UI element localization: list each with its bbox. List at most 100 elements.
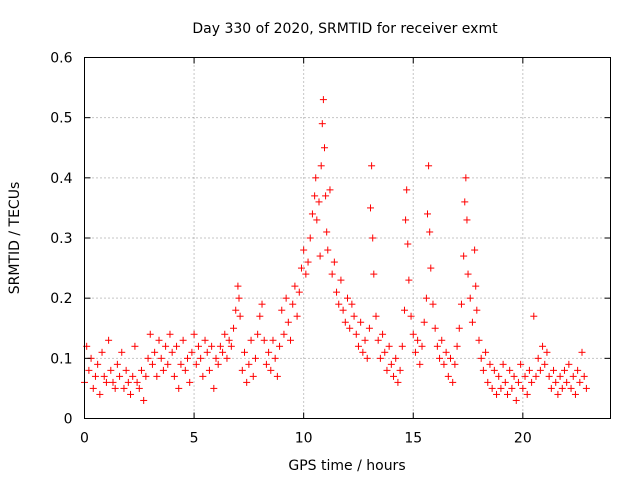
data-point — [308, 210, 316, 218]
data-point — [357, 318, 365, 326]
data-point — [506, 366, 514, 374]
data-point — [328, 270, 336, 278]
data-point — [508, 384, 516, 392]
data-point — [188, 348, 196, 356]
data-point — [554, 390, 562, 398]
data-point — [203, 348, 211, 356]
data-point — [245, 360, 253, 368]
data-point — [105, 336, 113, 344]
data-point — [420, 318, 428, 326]
data-point — [350, 312, 358, 320]
data-point — [157, 354, 165, 362]
data-point — [372, 312, 380, 320]
data-point — [484, 378, 492, 386]
data-point — [295, 288, 303, 296]
data-point — [287, 336, 295, 344]
data-point — [367, 204, 375, 212]
data-point — [525, 366, 533, 374]
data-point — [278, 306, 286, 314]
data-point — [100, 372, 108, 380]
data-point — [107, 366, 115, 374]
data-point — [556, 372, 564, 380]
data-point — [523, 390, 531, 398]
data-point — [385, 342, 393, 350]
data-point — [379, 330, 387, 338]
data-point — [471, 246, 479, 254]
data-point — [404, 240, 412, 248]
data-point — [427, 264, 435, 272]
y-tick-label: 0.6 — [50, 51, 72, 67]
data-point — [199, 372, 207, 380]
data-point — [521, 372, 529, 380]
data-point — [510, 372, 518, 380]
data-point — [447, 354, 455, 362]
x-tick-label: 10 — [295, 431, 313, 447]
data-point — [302, 270, 310, 278]
data-point — [519, 384, 527, 392]
data-point — [304, 258, 312, 266]
data-point — [528, 378, 536, 386]
data-point — [208, 342, 216, 350]
x-tick-label: 15 — [404, 431, 422, 447]
data-point — [316, 252, 324, 260]
data-point — [381, 348, 389, 356]
data-point — [330, 258, 338, 266]
data-point — [335, 300, 343, 308]
data-point — [387, 360, 395, 368]
data-point — [365, 324, 373, 332]
data-point — [479, 366, 487, 374]
data-point — [137, 366, 145, 374]
data-point — [545, 372, 553, 380]
data-point — [284, 318, 292, 326]
data-point — [348, 300, 356, 308]
data-point — [405, 276, 413, 284]
data-point — [333, 288, 341, 296]
data-point — [324, 246, 332, 254]
data-point — [177, 360, 185, 368]
data-point — [269, 336, 277, 344]
data-point — [249, 372, 257, 380]
data-points — [81, 96, 590, 404]
data-point — [159, 366, 167, 374]
data-point — [323, 228, 331, 236]
data-point — [423, 210, 431, 218]
x-tick-label: 5 — [190, 431, 199, 447]
y-tick-label: 0.2 — [50, 291, 72, 307]
data-point — [414, 336, 422, 344]
data-point — [109, 378, 117, 386]
data-point — [326, 186, 334, 194]
data-point — [238, 366, 246, 374]
data-point — [497, 384, 505, 392]
data-point — [214, 360, 222, 368]
data-point — [580, 372, 588, 380]
data-point — [184, 354, 192, 362]
data-point — [567, 384, 575, 392]
x-tick-label: 20 — [514, 431, 532, 447]
data-point — [477, 354, 485, 362]
x-axis-label: GPS time / hours — [288, 458, 405, 474]
data-point — [426, 228, 434, 236]
data-point — [232, 306, 240, 314]
data-point — [541, 360, 549, 368]
data-point — [512, 396, 520, 404]
data-point — [318, 120, 326, 128]
data-point — [341, 318, 349, 326]
data-point — [102, 378, 110, 386]
data-point — [258, 300, 266, 308]
data-point — [91, 372, 99, 380]
chart-title: Day 330 of 2020, SRMTID for receiver exm… — [192, 21, 498, 37]
data-point — [370, 270, 378, 278]
data-point — [394, 378, 402, 386]
axis-ticks: 0 0.1 0.2 0.3 0.4 0.5 0.6 0 5 10 15 20 — [50, 51, 611, 447]
data-point — [113, 360, 121, 368]
data-point — [164, 360, 172, 368]
data-point — [503, 390, 511, 398]
data-point — [142, 372, 150, 380]
data-point — [291, 282, 299, 290]
data-point — [260, 336, 268, 344]
data-point — [473, 306, 481, 314]
data-point — [449, 378, 457, 386]
data-point — [565, 360, 573, 368]
data-point — [462, 174, 470, 182]
